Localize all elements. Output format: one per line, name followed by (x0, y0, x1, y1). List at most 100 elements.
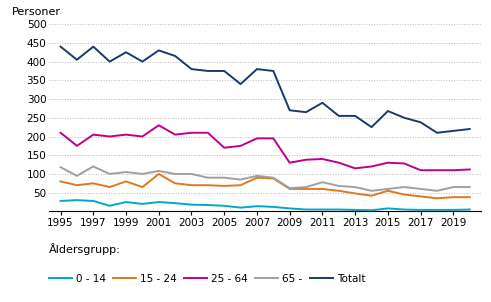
25 - 64 (434, 169, 440, 172)
15 - 24 (467, 195, 473, 199)
Totalt (303, 110, 309, 114)
65 - (450, 185, 456, 189)
0 - 14 (303, 208, 309, 211)
Totalt (172, 54, 178, 58)
25 - 64 (271, 137, 276, 140)
15 - 24 (336, 189, 342, 193)
15 - 24 (450, 195, 456, 199)
Totalt (385, 109, 391, 113)
65 - (254, 174, 260, 178)
Totalt (450, 129, 456, 133)
0 - 14 (320, 208, 326, 211)
25 - 64 (254, 137, 260, 140)
15 - 24 (156, 172, 162, 176)
65 - (139, 172, 145, 176)
25 - 64 (189, 131, 194, 135)
25 - 64 (385, 161, 391, 165)
0 - 14 (205, 203, 211, 207)
0 - 14 (156, 200, 162, 204)
65 - (74, 174, 80, 178)
0 - 14 (369, 208, 375, 212)
15 - 24 (205, 183, 211, 187)
Totalt (369, 125, 375, 129)
25 - 64 (418, 169, 424, 172)
65 - (189, 172, 194, 176)
65 - (352, 185, 358, 189)
65 - (434, 189, 440, 193)
25 - 64 (123, 133, 129, 137)
0 - 14 (57, 199, 63, 203)
15 - 24 (172, 182, 178, 185)
25 - 64 (139, 135, 145, 138)
Totalt (123, 50, 129, 54)
0 - 14 (352, 208, 358, 212)
Totalt (271, 69, 276, 73)
Line: 25 - 64: 25 - 64 (60, 125, 470, 170)
Totalt (467, 127, 473, 131)
65 - (90, 165, 96, 168)
15 - 24 (90, 182, 96, 185)
Totalt (320, 101, 326, 104)
25 - 64 (287, 161, 293, 165)
0 - 14 (401, 208, 407, 211)
25 - 64 (107, 135, 112, 138)
25 - 64 (401, 162, 407, 165)
15 - 24 (254, 176, 260, 179)
65 - (123, 170, 129, 174)
65 - (418, 187, 424, 191)
65 - (271, 176, 276, 179)
0 - 14 (238, 206, 244, 210)
Line: 65 -: 65 - (60, 166, 470, 191)
0 - 14 (123, 200, 129, 204)
65 - (287, 186, 293, 190)
0 - 14 (434, 208, 440, 212)
Totalt (205, 69, 211, 73)
0 - 14 (74, 198, 80, 202)
0 - 14 (450, 208, 456, 212)
65 - (238, 178, 244, 182)
65 - (385, 187, 391, 191)
0 - 14 (287, 207, 293, 210)
25 - 64 (320, 157, 326, 161)
15 - 24 (107, 185, 112, 189)
Totalt (254, 67, 260, 71)
Totalt (139, 60, 145, 63)
65 - (221, 176, 227, 179)
Totalt (57, 45, 63, 48)
25 - 64 (57, 131, 63, 135)
15 - 24 (287, 187, 293, 191)
65 - (401, 185, 407, 189)
15 - 24 (369, 194, 375, 198)
15 - 24 (385, 189, 391, 193)
Totalt (434, 131, 440, 135)
Totalt (221, 69, 227, 73)
25 - 64 (467, 168, 473, 171)
0 - 14 (336, 208, 342, 211)
0 - 14 (271, 205, 276, 209)
25 - 64 (90, 133, 96, 137)
0 - 14 (221, 204, 227, 207)
25 - 64 (156, 124, 162, 127)
Line: 15 - 24: 15 - 24 (60, 174, 470, 198)
15 - 24 (189, 183, 194, 187)
Line: 0 - 14: 0 - 14 (60, 200, 470, 210)
65 - (156, 169, 162, 173)
Totalt (418, 120, 424, 124)
Text: Personer: Personer (12, 7, 61, 17)
15 - 24 (74, 183, 80, 187)
15 - 24 (271, 177, 276, 180)
Legend: 0 - 14, 15 - 24, 25 - 64, 65 -, Totalt: 0 - 14, 15 - 24, 25 - 64, 65 -, Totalt (45, 269, 370, 288)
25 - 64 (303, 158, 309, 162)
65 - (320, 180, 326, 184)
15 - 24 (57, 180, 63, 183)
0 - 14 (172, 201, 178, 205)
Text: Åldersgrupp:: Åldersgrupp: (49, 243, 121, 255)
0 - 14 (418, 208, 424, 212)
15 - 24 (123, 180, 129, 183)
Totalt (238, 82, 244, 86)
Totalt (189, 67, 194, 71)
Totalt (156, 49, 162, 52)
Totalt (336, 114, 342, 118)
0 - 14 (90, 199, 96, 203)
0 - 14 (467, 208, 473, 211)
